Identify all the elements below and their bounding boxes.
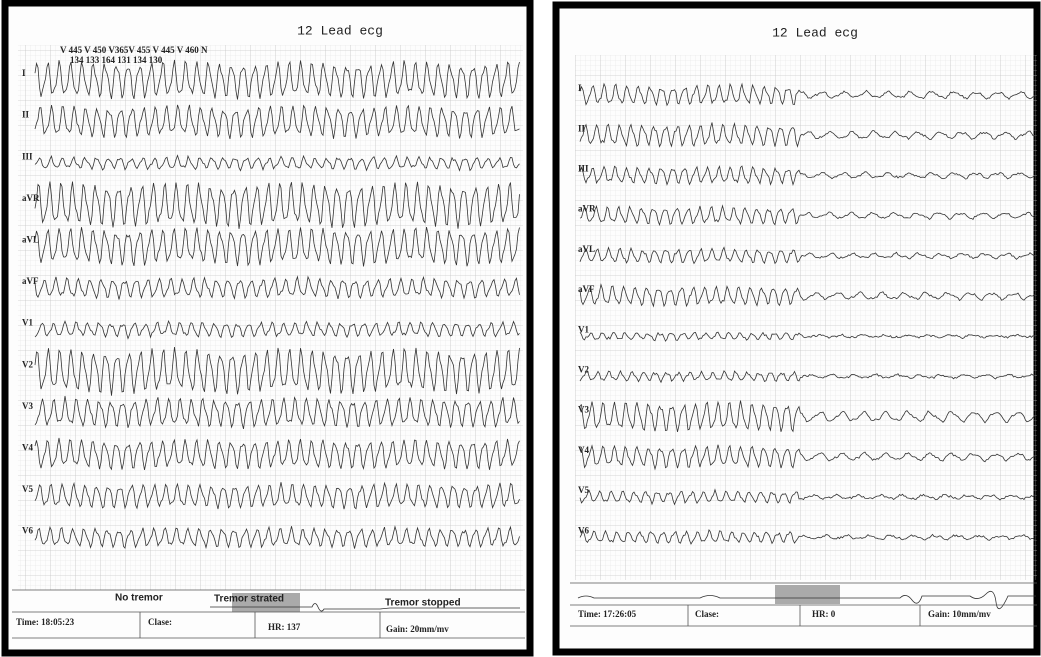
annotation: V 445 V 450 V365V 455 V 445 V 460 N	[60, 45, 208, 55]
lead-label: III	[578, 163, 589, 173]
annotation: 134 133 164 131 134 130	[70, 55, 163, 65]
lead-label: aVL	[22, 234, 39, 244]
title: 12 Lead ecg	[297, 23, 383, 38]
lead-label: V1	[578, 324, 589, 334]
lead-label: I	[22, 68, 26, 78]
footer-gain: Gain: 20mm/mv	[386, 624, 449, 634]
lead-label: aVF	[22, 276, 39, 286]
title: 12 Lead ecg	[772, 25, 858, 40]
panel-right: 12 Lead ecg Time: 17:26:05 Clase: HR: 0 …	[556, 5, 1037, 652]
page: 12 Lead ecg V 445 V 450 V365V 455 V 445 …	[0, 0, 1041, 657]
grid	[575, 55, 1037, 580]
lead-label: V3	[578, 405, 589, 415]
lead-label: V2	[22, 359, 33, 369]
lead-label: V1	[22, 318, 33, 328]
lead-label: V6	[22, 526, 33, 536]
lead-label: V5	[22, 484, 33, 494]
lead-label: aVR	[578, 204, 596, 214]
lead-label: V4	[578, 445, 589, 455]
footer-time: Time: 17:26:05	[578, 609, 637, 619]
lead-label: V4	[22, 442, 33, 452]
event-label: No tremor	[115, 593, 163, 604]
lead-label: II	[22, 110, 30, 120]
footer-time: Time: 18:05:23	[16, 617, 75, 627]
footer-clase: Clase:	[148, 617, 172, 627]
event-label: Tremor strated	[214, 594, 284, 605]
lead-label: aVL	[578, 244, 595, 254]
event-label: Tremor stopped	[385, 598, 461, 609]
footer-clase: Clase:	[695, 609, 719, 619]
panel-left: 12 Lead ecg V 445 V 450 V365V 455 V 445 …	[5, 3, 530, 653]
marker	[775, 585, 840, 604]
lead-label: V3	[22, 401, 33, 411]
footer-hr: HR: 0	[812, 609, 836, 619]
footer-gain: Gain: 10mm/mv	[928, 609, 991, 619]
lead-label: III	[22, 151, 33, 161]
figure: 12 Lead ecg V 445 V 450 V365V 455 V 445 …	[0, 0, 1041, 657]
footer-hr: HR: 137	[268, 622, 301, 632]
